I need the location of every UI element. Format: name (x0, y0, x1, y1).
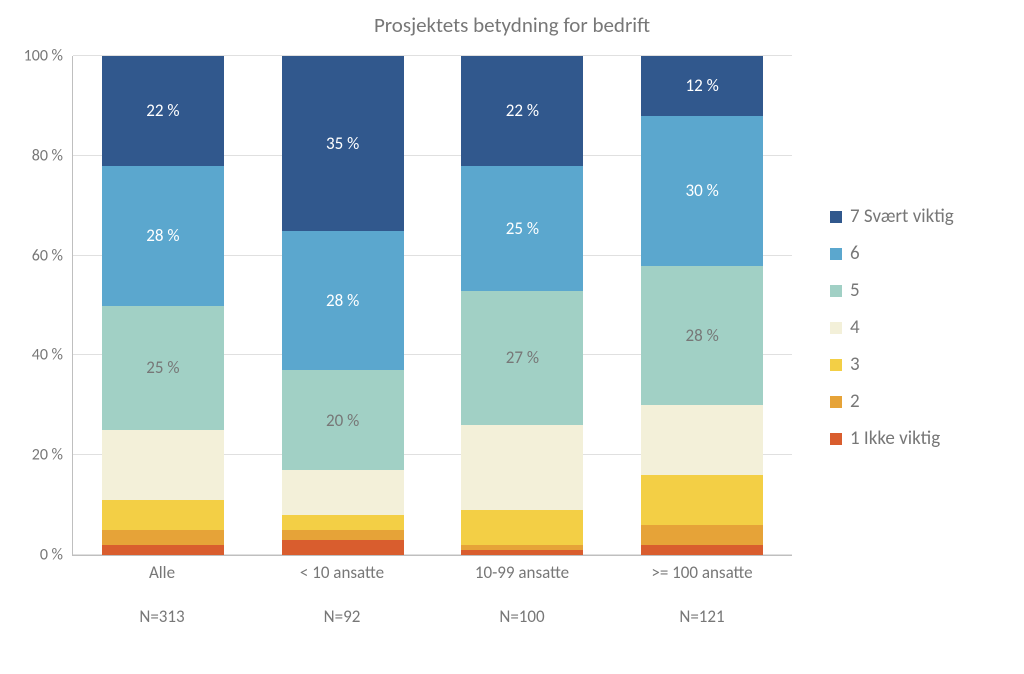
bar-segment-s6: 28 % (282, 231, 404, 371)
bar-segment-s6: 30 % (641, 116, 763, 266)
legend-label: 4 (850, 316, 860, 339)
bar-segment-s1 (282, 540, 404, 555)
legend-item-s7: 7 Svært viktig (830, 205, 954, 228)
legend-label: 3 (850, 353, 860, 376)
chart-title: Prosjektets betydning for bedrift (0, 12, 1024, 38)
bar-segment-s1 (461, 550, 583, 555)
plot-area: 0 % 20 % 40 % 60 % 80 % 100 % 25 %28 %22… (72, 56, 792, 556)
x-label: 10-99 ansatte (432, 562, 612, 583)
legend-swatch-icon (830, 322, 842, 334)
ytick-1: 20 % (32, 446, 73, 465)
bar-segment-s3 (641, 475, 763, 525)
bar-segment-s3 (461, 510, 583, 545)
bar-segment-s1 (641, 545, 763, 555)
ytick-0: 0 % (40, 546, 73, 565)
bar-segment-s6: 25 % (461, 166, 583, 291)
legend-label: 2 (850, 390, 860, 413)
ytick-3: 60 % (32, 246, 73, 265)
bar-slot: 20 %28 %35 % (253, 56, 433, 555)
n-label: N=92 (252, 606, 432, 627)
bars-container: 25 %28 %22 %20 %28 %35 %27 %25 %22 %28 %… (73, 56, 792, 555)
legend-label: 7 Svært viktig (850, 205, 954, 228)
ytick-2: 40 % (32, 346, 73, 365)
legend-label: 6 (850, 242, 860, 265)
legend-item-s4: 4 (830, 316, 954, 339)
stacked-bar: 25 %28 %22 % (102, 56, 224, 555)
bar-segment-s7: 22 % (461, 56, 583, 166)
bar-segment-s4 (641, 405, 763, 475)
bar-segment-s2 (282, 530, 404, 540)
n-label: N=121 (612, 606, 792, 627)
legend-item-s5: 5 (830, 279, 954, 302)
x-label: < 10 ansatte (252, 562, 432, 583)
legend-label: 1 Ikke viktig (850, 427, 940, 450)
x-label: Alle (72, 562, 252, 583)
ytick-5: 100 % (24, 47, 73, 66)
stacked-bar: 27 %25 %22 % (461, 56, 583, 555)
bar-segment-s5: 28 % (641, 266, 763, 406)
bar-segment-s5: 20 % (282, 370, 404, 470)
n-label: N=100 (432, 606, 612, 627)
n-labels: N=313 N=92 N=100 N=121 (72, 606, 792, 627)
legend-swatch-icon (830, 285, 842, 297)
stacked-bar: 28 %30 %12 % (641, 56, 763, 555)
legend-item-s1: 1 Ikke viktig (830, 427, 954, 450)
legend-item-s6: 6 (830, 242, 954, 265)
n-label: N=313 (72, 606, 252, 627)
legend-swatch-icon (830, 396, 842, 408)
legend-swatch-icon (830, 359, 842, 371)
bar-segment-s4 (282, 470, 404, 515)
ytick-4: 80 % (32, 146, 73, 165)
legend-label: 5 (850, 279, 860, 302)
bar-segment-s6: 28 % (102, 166, 224, 306)
legend-item-s2: 2 (830, 390, 954, 413)
bar-segment-s1 (102, 545, 224, 555)
legend-swatch-icon (830, 433, 842, 445)
legend-swatch-icon (830, 248, 842, 260)
bar-slot: 25 %28 %22 % (73, 56, 253, 555)
bar-segment-s4 (461, 425, 583, 510)
bar-segment-s3 (102, 500, 224, 530)
bar-segment-s3 (282, 515, 404, 530)
chart: Prosjektets betydning for bedrift 0 % 20… (0, 0, 1024, 674)
x-axis-labels: Alle < 10 ansatte 10-99 ansatte >= 100 a… (72, 562, 792, 583)
bar-segment-s2 (102, 530, 224, 545)
bar-segment-s5: 27 % (461, 291, 583, 426)
bar-segment-s7: 22 % (102, 56, 224, 166)
bar-segment-s5: 25 % (102, 306, 224, 431)
legend-item-s3: 3 (830, 353, 954, 376)
bar-segment-s7: 12 % (641, 56, 763, 116)
legend: 7 Svært viktig 6 5 4 3 2 1 Ikke viktig (830, 205, 954, 464)
legend-swatch-icon (830, 211, 842, 223)
bar-segment-s2 (641, 525, 763, 545)
bar-segment-s7: 35 % (282, 56, 404, 231)
bar-slot: 28 %30 %12 % (612, 56, 792, 555)
bar-slot: 27 %25 %22 % (433, 56, 613, 555)
stacked-bar: 20 %28 %35 % (282, 56, 404, 555)
x-label: >= 100 ansatte (612, 562, 792, 583)
bar-segment-s4 (102, 430, 224, 500)
